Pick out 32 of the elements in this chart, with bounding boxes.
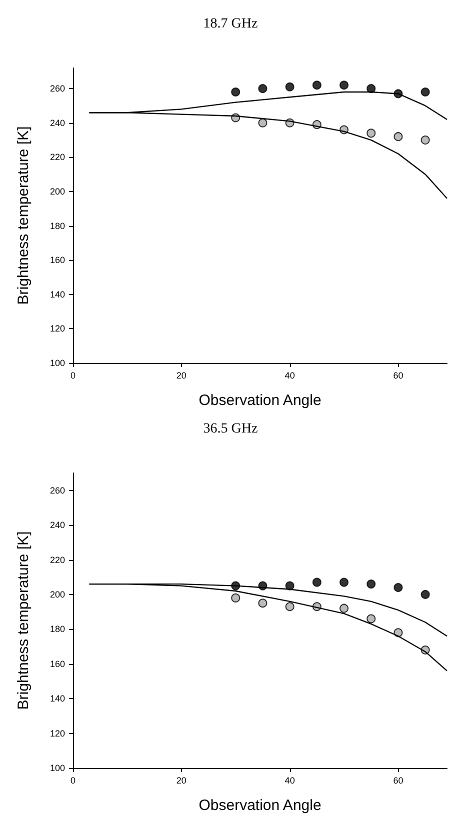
y-tick-label: 240 <box>50 520 65 530</box>
x-tick-label: 60 <box>393 776 404 786</box>
y-tick-label: 260 <box>50 84 65 94</box>
y-tick-label: 220 <box>50 152 65 162</box>
y-tick-label: 120 <box>50 324 65 334</box>
x-tick-label: 60 <box>393 370 404 380</box>
y-tick-label: 100 <box>50 358 65 368</box>
y-tick-label: 140 <box>50 289 65 300</box>
y-tick-label: 160 <box>50 658 65 669</box>
x-tick-label: 40 <box>284 370 295 380</box>
y-axis-title: Brightness temperature [K] <box>15 126 32 305</box>
x-tick-label: 0 <box>70 776 76 786</box>
y-tick-label: 220 <box>50 554 65 565</box>
y-tick-label: 160 <box>50 255 65 266</box>
y-tick-label: 200 <box>50 589 65 600</box>
chart-title: 18.7 GHz <box>203 16 258 32</box>
y-tick-label: 120 <box>50 728 65 738</box>
x-tick-label: 20 <box>176 370 186 380</box>
y-tick-label: 180 <box>50 624 65 634</box>
y-axis-title: Brightness temperature [K] <box>15 531 32 710</box>
x-tick-label: 0 <box>70 370 76 380</box>
y-tick-label: 180 <box>50 220 65 231</box>
x-axis-title: Observation Angle <box>198 392 322 409</box>
x-axis-title: Observation Angle <box>198 797 322 814</box>
y-tick-label: 140 <box>50 694 65 704</box>
x-tick-label: 20 <box>176 776 186 786</box>
x-tick-label: 40 <box>284 776 295 786</box>
y-tick-label: 100 <box>50 763 65 773</box>
y-tick-label: 200 <box>50 186 65 196</box>
y-tick-label: 260 <box>50 485 65 496</box>
y-tick-label: 240 <box>50 118 65 128</box>
chart-title: 36.5 GHz <box>203 422 258 436</box>
